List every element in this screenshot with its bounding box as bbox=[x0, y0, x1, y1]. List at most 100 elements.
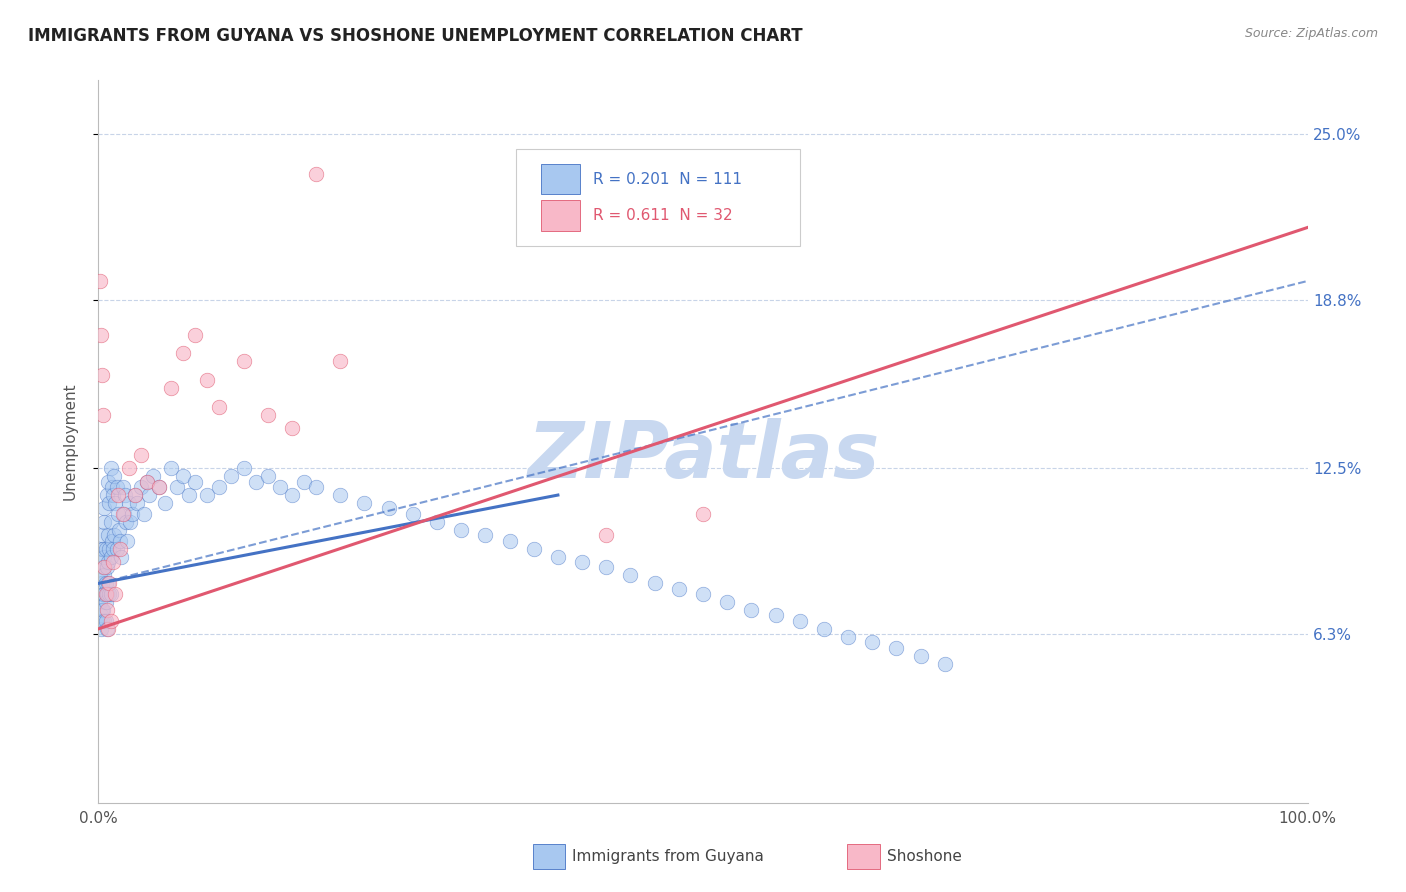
Point bbox=[124, 488, 146, 502]
Point bbox=[101, 555, 124, 569]
Point bbox=[91, 587, 114, 601]
Point bbox=[105, 541, 128, 556]
Point bbox=[256, 408, 278, 422]
Point bbox=[118, 515, 141, 529]
Point bbox=[93, 515, 115, 529]
Point bbox=[281, 488, 304, 502]
Point bbox=[208, 400, 231, 414]
Point bbox=[353, 496, 375, 510]
Point bbox=[765, 608, 787, 623]
Point bbox=[94, 541, 117, 556]
Point bbox=[498, 533, 520, 548]
Point bbox=[112, 507, 135, 521]
Point bbox=[668, 582, 690, 596]
Point bbox=[111, 507, 134, 521]
Point bbox=[94, 587, 117, 601]
Point bbox=[91, 560, 114, 574]
Point bbox=[166, 480, 188, 494]
Point bbox=[110, 549, 132, 564]
Point bbox=[118, 496, 141, 510]
Point bbox=[103, 469, 125, 483]
Point bbox=[91, 408, 114, 422]
Point bbox=[108, 523, 131, 537]
Point bbox=[93, 560, 115, 574]
Point bbox=[97, 576, 120, 591]
Point bbox=[172, 346, 194, 360]
Point bbox=[195, 373, 218, 387]
Point bbox=[142, 469, 165, 483]
Point bbox=[172, 469, 194, 483]
Point bbox=[329, 354, 352, 368]
Point bbox=[94, 595, 117, 609]
Point bbox=[837, 630, 859, 644]
Point bbox=[108, 533, 131, 548]
Point bbox=[329, 488, 352, 502]
Point bbox=[98, 576, 121, 591]
Point bbox=[402, 507, 425, 521]
Point bbox=[96, 603, 118, 617]
Point bbox=[256, 469, 278, 483]
Point bbox=[101, 541, 124, 556]
Point bbox=[91, 528, 114, 542]
Point bbox=[100, 587, 122, 601]
Point bbox=[121, 507, 143, 521]
Text: Shoshone: Shoshone bbox=[887, 849, 962, 863]
Point bbox=[148, 480, 170, 494]
Point bbox=[108, 541, 131, 556]
Point bbox=[100, 461, 122, 475]
Point bbox=[281, 421, 304, 435]
Point bbox=[160, 381, 183, 395]
Point bbox=[716, 595, 738, 609]
Point bbox=[118, 461, 141, 475]
Point bbox=[90, 622, 112, 636]
Point bbox=[94, 614, 117, 628]
Point bbox=[94, 576, 117, 591]
FancyBboxPatch shape bbox=[541, 200, 579, 230]
Point bbox=[98, 587, 121, 601]
Point bbox=[269, 480, 291, 494]
Point bbox=[100, 614, 122, 628]
Point bbox=[91, 603, 114, 617]
Point bbox=[179, 488, 201, 502]
Point bbox=[377, 501, 399, 516]
Point bbox=[91, 603, 114, 617]
Point bbox=[232, 461, 254, 475]
FancyBboxPatch shape bbox=[541, 164, 579, 194]
Point bbox=[105, 480, 128, 494]
Point bbox=[644, 576, 666, 591]
Point bbox=[97, 528, 120, 542]
Point bbox=[93, 587, 115, 601]
Point bbox=[595, 560, 617, 574]
Text: R = 0.201  N = 111: R = 0.201 N = 111 bbox=[593, 172, 742, 186]
Text: Source: ZipAtlas.com: Source: ZipAtlas.com bbox=[1244, 27, 1378, 40]
Point bbox=[523, 541, 546, 556]
Point bbox=[91, 541, 114, 556]
Point bbox=[221, 469, 243, 483]
Point bbox=[740, 603, 762, 617]
FancyBboxPatch shape bbox=[846, 844, 880, 869]
Point bbox=[97, 555, 120, 569]
Point bbox=[96, 622, 118, 636]
Point bbox=[111, 480, 134, 494]
Point bbox=[127, 496, 149, 510]
Point bbox=[153, 496, 176, 510]
Point bbox=[96, 587, 118, 601]
Point bbox=[195, 488, 218, 502]
Point bbox=[114, 488, 136, 502]
Point bbox=[208, 480, 231, 494]
Point bbox=[305, 167, 328, 181]
Point bbox=[89, 568, 111, 582]
Point bbox=[160, 461, 183, 475]
Point bbox=[124, 488, 146, 502]
Point bbox=[789, 614, 811, 628]
Point bbox=[96, 560, 118, 574]
Point bbox=[305, 480, 328, 494]
Point bbox=[619, 568, 641, 582]
Point bbox=[571, 555, 593, 569]
Point bbox=[547, 549, 569, 564]
Point bbox=[96, 488, 118, 502]
Text: IMMIGRANTS FROM GUYANA VS SHOSHONE UNEMPLOYMENT CORRELATION CHART: IMMIGRANTS FROM GUYANA VS SHOSHONE UNEMP… bbox=[28, 27, 803, 45]
Text: Immigrants from Guyana: Immigrants from Guyana bbox=[572, 849, 765, 863]
Point bbox=[97, 475, 120, 489]
Point bbox=[426, 515, 449, 529]
